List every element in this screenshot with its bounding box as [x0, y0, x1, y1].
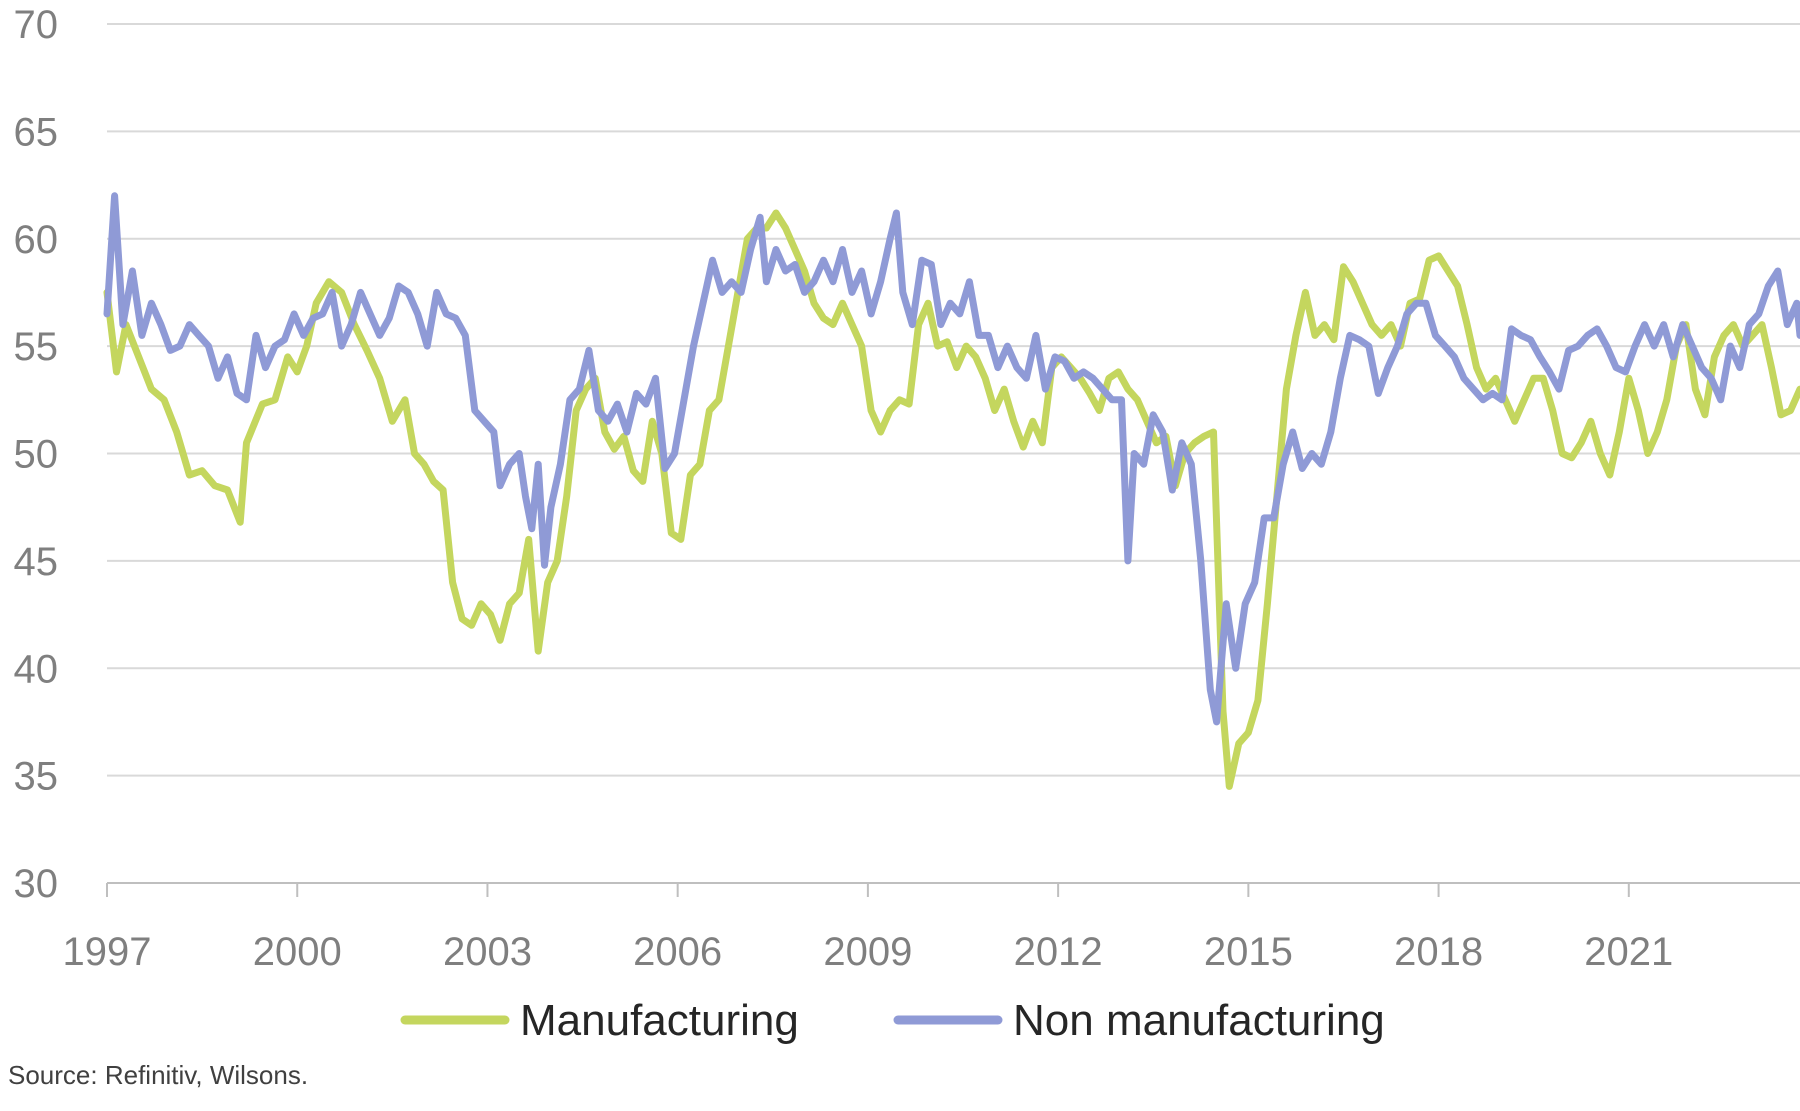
legend: Manufacturing Non manufacturing — [400, 996, 1385, 1045]
grid-lines — [107, 23, 1800, 777]
series-line-1 — [103, 192, 1800, 726]
x-tick-label-2015: 2015 — [1204, 930, 1293, 974]
legend-item-0: Manufacturing — [400, 996, 799, 1045]
x-tick-label-2000: 2000 — [253, 930, 342, 974]
y-tick-label-45: 45 — [14, 540, 59, 584]
y-tick-label-55: 55 — [14, 325, 59, 369]
y-tick-label-60: 60 — [14, 218, 59, 262]
x-tick-label-2018: 2018 — [1394, 930, 1483, 974]
x-tick-labels: 1997 2000 2003 2006 2009 2012 2015 2018 2021 — [63, 930, 1674, 974]
series-lines — [103, 192, 1800, 790]
x-axis — [106, 882, 1800, 897]
source-note: Source: Refinitiv, Wilsons. — [8, 1060, 309, 1090]
legend-label-1: Non manufacturing — [1013, 996, 1385, 1045]
y-tick-label-35: 35 — [14, 755, 59, 799]
legend-label-0: Manufacturing — [520, 996, 799, 1045]
y-tick-label-40: 40 — [14, 647, 59, 691]
y-tick-label-50: 50 — [14, 433, 59, 477]
y-tick-labels: 30 35 40 45 50 55 60 65 70 — [14, 3, 59, 906]
legend-item-1: Non manufacturing — [893, 996, 1385, 1045]
x-tick-label-2006: 2006 — [633, 930, 722, 974]
y-tick-label-30: 30 — [14, 862, 59, 906]
series-line-0 — [103, 209, 1800, 790]
x-tick-label-2003: 2003 — [443, 930, 532, 974]
x-tick-label-1997: 1997 — [63, 930, 152, 974]
x-tick-label-2009: 2009 — [823, 930, 912, 974]
y-tick-label-70: 70 — [14, 3, 59, 47]
x-tick-label-2012: 2012 — [1014, 930, 1103, 974]
y-tick-label-65: 65 — [14, 110, 59, 154]
x-tick-label-2021: 2021 — [1584, 930, 1673, 974]
